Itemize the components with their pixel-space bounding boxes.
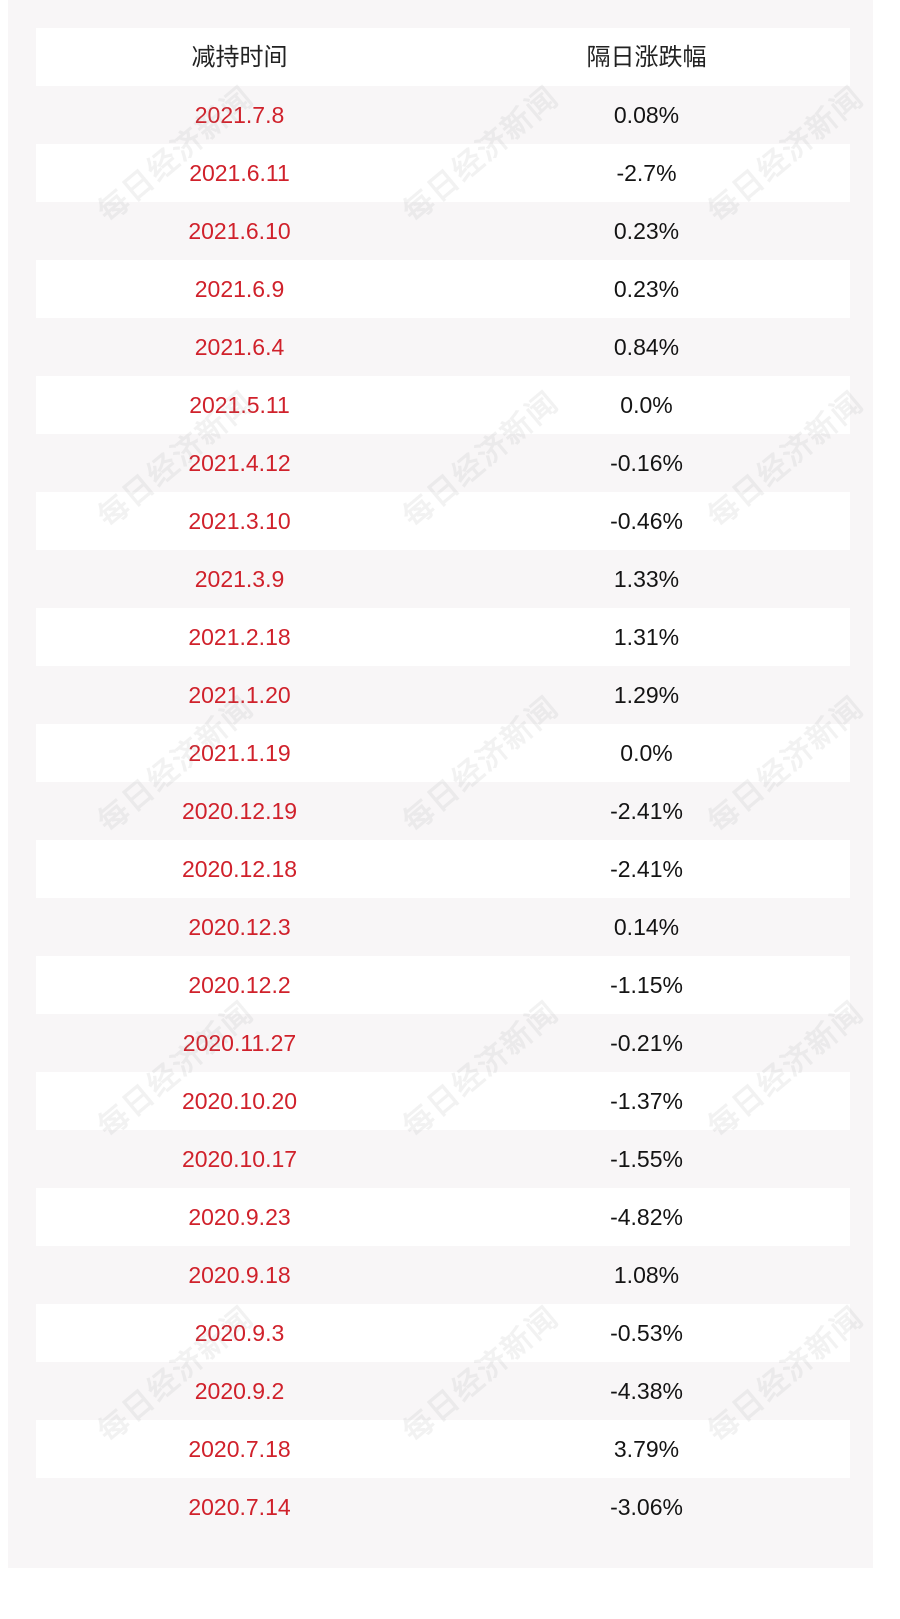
column-header-date: 减持时间 [191, 43, 288, 71]
table-row: 2021.2.18 1.31% [36, 608, 850, 666]
table-row: 2021.1.20 1.29% [36, 666, 850, 724]
change-cell: -3.06% [610, 1494, 683, 1520]
table-row: 2021.5.11 0.0% [36, 376, 850, 434]
date-cell: 2021.1.20 [188, 682, 291, 708]
date-cell: 2020.7.18 [188, 1436, 291, 1462]
table-row: 2021.6.9 0.23% [36, 260, 850, 318]
column-header-change: 隔日涨跌幅 [586, 43, 707, 71]
date-cell: 2020.9.2 [194, 1378, 285, 1404]
table-row: 2020.9.18 1.08% [36, 1246, 850, 1304]
change-cell: -0.53% [610, 1320, 683, 1346]
table-row: 2021.6.4 0.84% [36, 318, 850, 376]
table-row: 2021.3.10 -0.46% [36, 492, 850, 550]
change-cell: -2.41% [610, 856, 683, 882]
table-header-row: 减持时间 隔日涨跌幅 [36, 28, 850, 86]
change-cell: -1.37% [610, 1088, 683, 1114]
date-cell: 2020.11.27 [182, 1030, 297, 1056]
change-cell: -0.46% [610, 508, 683, 534]
date-cell: 2020.10.17 [181, 1146, 298, 1172]
date-cell: 2021.3.10 [188, 508, 291, 534]
date-cell: 2020.9.23 [188, 1204, 291, 1230]
date-cell: 2020.12.18 [181, 856, 298, 882]
date-cell: 2020.9.3 [194, 1320, 285, 1346]
table-row: 2021.4.12 -0.16% [36, 434, 850, 492]
date-cell: 2021.5.11 [189, 392, 290, 418]
table-body: 2021.7.8 0.08% 2021.6.11 -2.7% 2021.6.10 0.23… [36, 86, 850, 1536]
change-cell: -0.21% [610, 1030, 683, 1056]
date-cell: 2021.6.4 [194, 334, 285, 360]
table-row: 2020.9.2 -4.38% [36, 1362, 850, 1420]
date-cell: 2021.3.9 [194, 566, 285, 592]
date-cell: 2020.10.20 [181, 1088, 298, 1114]
table-row: 2021.3.9 1.33% [36, 550, 850, 608]
change-cell: 1.31% [613, 624, 680, 650]
date-cell: 2021.6.10 [188, 218, 291, 244]
table-row: 2020.12.3 0.14% [36, 898, 850, 956]
change-cell: 0.08% [613, 102, 680, 128]
date-cell: 2020.9.18 [188, 1262, 291, 1288]
date-cell: 2021.2.18 [188, 624, 291, 650]
change-cell: 0.23% [613, 276, 680, 302]
date-cell: 2021.6.11 [189, 160, 290, 186]
change-cell: 0.0% [620, 392, 673, 418]
table-card: 减持时间 隔日涨跌幅 2021.7.8 0.08% 2021.6.11 -2.7% 20… [8, 0, 873, 1568]
table-row: 2020.12.2 -1.15% [36, 956, 850, 1014]
table-row: 2021.1.19 0.0% [36, 724, 850, 782]
table-row: 2021.7.8 0.08% [36, 86, 850, 144]
change-cell: -4.82% [610, 1204, 683, 1230]
date-cell: 2020.7.14 [188, 1494, 291, 1520]
table-row: 2020.7.18 3.79% [36, 1420, 850, 1478]
date-cell: 2020.12.19 [181, 798, 298, 824]
date-cell: 2021.7.8 [194, 102, 285, 128]
table-row: 2020.12.19 -2.41% [36, 782, 850, 840]
date-cell: 2020.12.2 [188, 972, 291, 998]
date-cell: 2021.1.19 [188, 740, 291, 766]
table-row: 2020.7.14 -3.06% [36, 1478, 850, 1536]
table-row: 2020.12.18 -2.41% [36, 840, 850, 898]
change-cell: 0.14% [613, 914, 680, 940]
share-reduction-table: 减持时间 隔日涨跌幅 2021.7.8 0.08% 2021.6.11 -2.7% 20… [36, 28, 850, 1536]
table-row: 2020.10.20 -1.37% [36, 1072, 850, 1130]
table-row: 2021.6.10 0.23% [36, 202, 850, 260]
change-cell: 1.08% [613, 1262, 680, 1288]
change-cell: 1.33% [613, 566, 680, 592]
change-cell: -1.55% [610, 1146, 683, 1172]
change-cell: -0.16% [610, 450, 683, 476]
table-row: 2020.9.23 -4.82% [36, 1188, 850, 1246]
change-cell: -2.41% [610, 798, 683, 824]
table-row: 2021.6.11 -2.7% [36, 144, 850, 202]
change-cell: -2.7% [616, 160, 677, 186]
change-cell: 1.29% [613, 682, 680, 708]
date-cell: 2021.4.12 [188, 450, 291, 476]
change-cell: 0.23% [613, 218, 680, 244]
table-row: 2020.11.27 -0.21% [36, 1014, 850, 1072]
date-cell: 2020.12.3 [188, 914, 291, 940]
change-cell: 3.79% [613, 1436, 680, 1462]
change-cell: 0.84% [613, 334, 680, 360]
change-cell: -4.38% [610, 1378, 683, 1404]
change-cell: -1.15% [610, 972, 683, 998]
change-cell: 0.0% [620, 740, 673, 766]
date-cell: 2021.6.9 [194, 276, 285, 302]
table-row: 2020.10.17 -1.55% [36, 1130, 850, 1188]
table-row: 2020.9.3 -0.53% [36, 1304, 850, 1362]
